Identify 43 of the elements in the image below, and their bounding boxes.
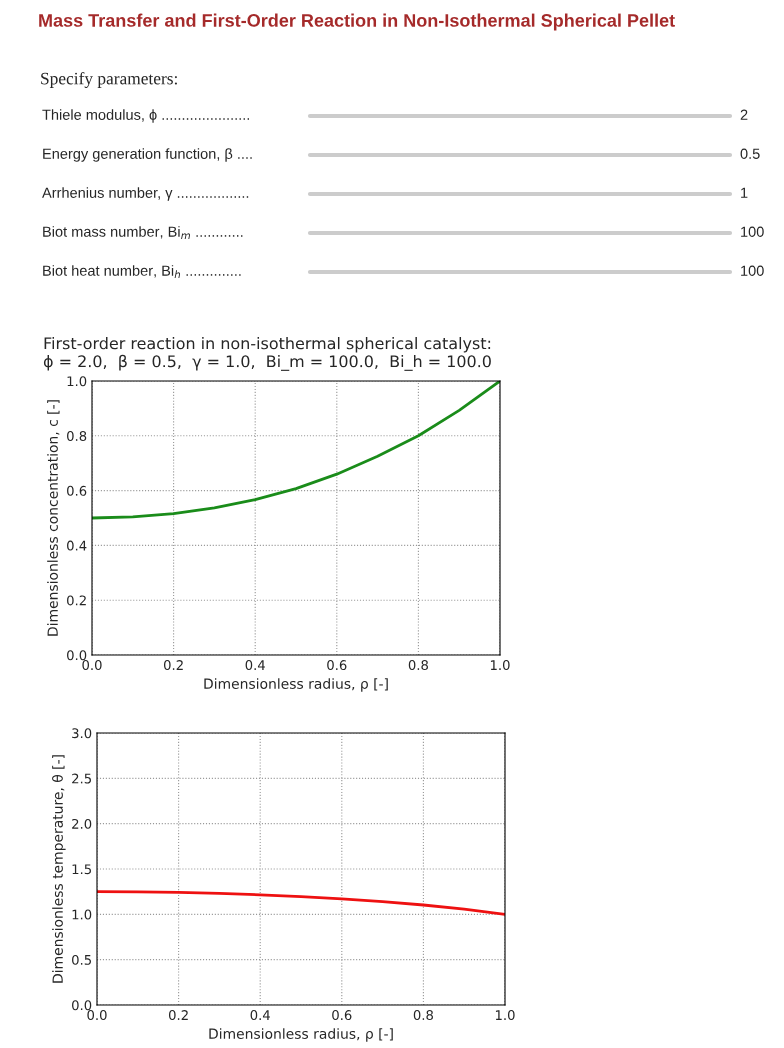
x-tick-label: 0.6 [332, 1010, 352, 1021]
text: Specify parameters: [41, 72, 177, 88]
y-tick-label: 0.5 [72, 954, 91, 965]
y-tick-label: 0.0 [67, 650, 87, 661]
x-tick-label: 0.0 [82, 660, 102, 671]
text: 2 [740, 109, 748, 120]
text: Biot mass number, Bi$_{m}$ ............ [43, 226, 243, 240]
x-tick-label: 1.0 [490, 660, 510, 671]
x-axis-title: Dimensionless radius, ρ [-] [204, 678, 388, 692]
chart-title: First-order reaction in non-isothermal spherical catalyst: ϕ = 2.0, β = 0.5, γ = 1.0, Bi_m = 100.0, Bi_h = 100.0 [43, 336, 491, 371]
x-tick-label: 0.4 [250, 1010, 270, 1021]
y-tick-label: 2.5 [72, 773, 91, 784]
text: 100 [741, 226, 764, 237]
y-tick-label: 1.0 [72, 909, 92, 920]
text: 1 [741, 187, 748, 198]
text: 0.5 [740, 148, 760, 159]
x-tick-label: 0.8 [408, 660, 428, 671]
x-axis-title: Dimensionless radius, ρ [-] [209, 1028, 393, 1042]
y-tick-label: 2.0 [72, 818, 92, 829]
y-tick-label: 0.0 [72, 1000, 92, 1011]
y-tick-label: 0.2 [67, 595, 86, 606]
text: 100 [741, 265, 764, 276]
text: Arrhenius number, γ .................. [42, 187, 249, 201]
y-tick-label: 0.6 [67, 485, 87, 496]
y-tick-label: 1.0 [67, 376, 87, 387]
x-tick-label: 1.0 [495, 1010, 515, 1021]
x-tick-label: 0.2 [163, 660, 183, 671]
y-tick-label: 1.5 [72, 864, 91, 875]
x-tick-label: 0.4 [245, 660, 265, 671]
text: Biot heat number, Bi$_{h}$ .............. [43, 265, 241, 279]
y-axis-title: Dimensionless temperature, θ [-] [52, 755, 66, 983]
text: Energy generation function, β .... [43, 148, 252, 162]
text: Thiele modulus, ϕ ...................... [42, 109, 250, 123]
y-tick-label: 0.8 [67, 431, 87, 441]
text: Mass Transfer and First-Order Reaction in Non-Isothermal Spherical Pellet [39, 13, 675, 31]
y-tick-label: 3.0 [72, 728, 92, 739]
x-tick-label: 0.2 [168, 1010, 188, 1021]
x-tick-label: 0.8 [413, 1010, 433, 1021]
x-tick-label: 0.6 [327, 660, 347, 671]
line-series [97, 890, 505, 916]
x-tick-label: 0.0 [87, 1010, 107, 1021]
y-tick-label: 0.4 [67, 540, 87, 551]
y-axis-title: Dimensionless concentration, c [-] [47, 400, 60, 636]
